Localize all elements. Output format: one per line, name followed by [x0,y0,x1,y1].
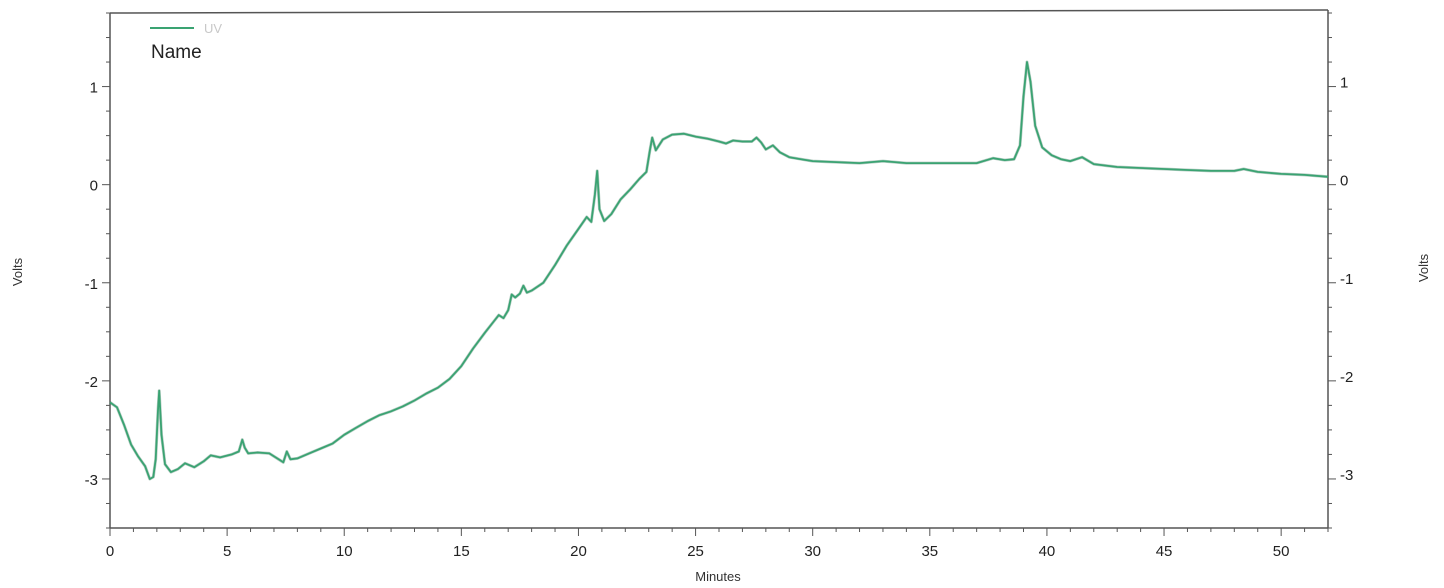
x-tick-label: 35 [921,543,938,560]
x-tick-label: 30 [804,543,821,560]
axis-ticks-layer: 0 5 10 15 20 25 30 35 40 45 50 -3 -3 -2 -2 -1 -1 0 0 1 1 [85,12,1353,560]
plot-border-top [109,9,1329,14]
y-right-tick-label: 0 [1340,173,1348,190]
y-left-tick-label: -2 [85,374,98,391]
x-tick-label: 50 [1273,543,1290,560]
series-layer [109,60,1329,481]
x-tick-label: 40 [1039,543,1056,560]
x-tick-label: 15 [453,543,470,560]
x-tick-label: 10 [336,543,353,560]
y-right-tick-label: -2 [1340,369,1353,386]
y-right-tick-label: 1 [1340,75,1348,92]
y-right-tick-label: -3 [1340,467,1353,484]
x-tick-label: 20 [570,543,587,560]
y-right-tick-label: -1 [1340,271,1353,288]
y-axis-title-right: Volts [1416,253,1431,282]
series-line-uv [109,61,1329,480]
legend-series-label: UV [204,21,222,36]
y-left-tick-label: -3 [85,472,98,489]
x-tick-label: 0 [106,543,114,560]
x-axis-title: Minutes [695,569,741,584]
y-left-tick-label: -1 [85,276,98,293]
plot-frame-layer [109,9,1329,529]
series-shadow-uv [109,60,1329,481]
x-tick-label: 25 [687,543,704,560]
y-axis-title-left: Volts [10,257,25,286]
legend: UV Name [150,21,222,63]
x-tick-label: 45 [1156,543,1173,560]
y-left-tick-label: 0 [90,178,98,195]
x-tick-label: 5 [223,543,231,560]
y-left-tick-label: 1 [90,80,98,97]
legend-name-heading: Name [151,42,202,63]
